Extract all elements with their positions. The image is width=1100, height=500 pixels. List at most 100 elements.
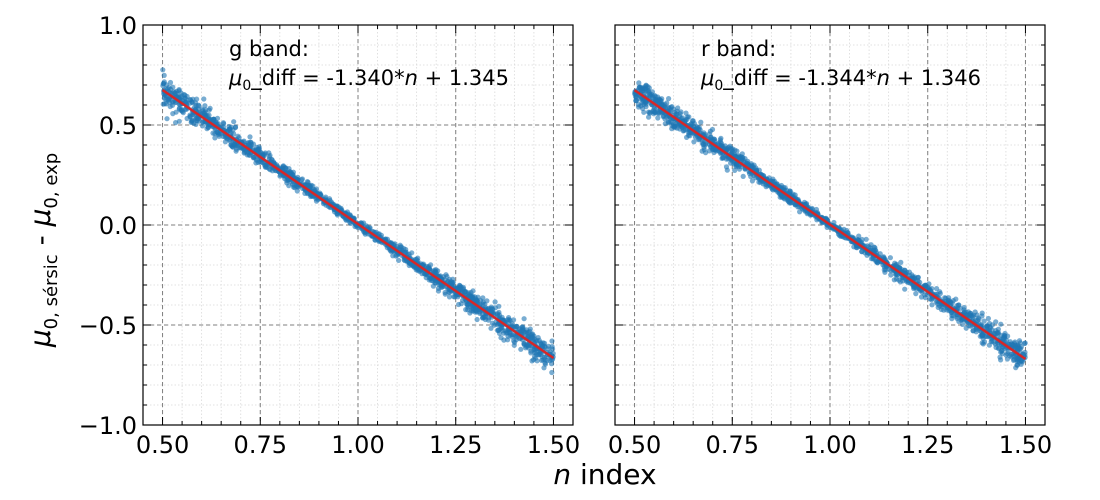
data-point [934,286,940,292]
data-point [525,341,531,348]
data-point [458,301,464,307]
data-point [881,254,887,260]
data-point [994,330,1000,336]
data-point [435,285,442,291]
data-point [950,313,956,319]
data-point [677,111,683,117]
data-point [199,106,205,112]
x-axis-label-variable: n [553,458,571,491]
data-point [538,351,544,358]
data-point [348,220,354,226]
data-point [907,273,913,279]
data-point [173,120,179,126]
data-point [507,317,513,324]
data-point [187,97,193,103]
data-point [923,282,929,288]
data-point [468,289,474,296]
data-point [472,307,478,314]
fit-line [633,89,1027,361]
data-point [184,115,190,122]
data-point [406,262,412,269]
data-point [257,159,263,165]
data-point [513,337,519,343]
data-point [247,134,253,140]
data-point [992,341,999,347]
data-point [530,335,536,341]
data-point [518,346,524,352]
annotation-equation: μ0_diff = -1.340*n + 1.345 [228,66,509,94]
data-point [446,294,453,300]
data-point [409,250,415,256]
data-point [981,318,987,324]
data-point [636,104,642,110]
y-axis-label-sub-sersic: 0, sérsic [41,254,62,329]
data-point [998,321,1004,327]
data-point [699,140,705,146]
data-point [519,328,525,334]
data-point [1016,359,1023,365]
data-point [489,320,495,326]
data-point [1011,357,1017,363]
data-point [194,96,200,102]
data-point [788,200,794,206]
data-point [549,369,555,376]
data-point [261,153,267,159]
data-point [200,110,206,116]
data-point [887,255,894,261]
data-point [974,312,980,318]
data-point [643,101,649,107]
data-point [402,249,409,255]
data-point [1017,340,1023,346]
data-point [549,338,555,344]
data-point [531,353,538,360]
data-point [665,119,671,126]
ticks [615,24,1045,426]
data-point [533,339,539,345]
data-point [989,327,995,333]
annotation-equation: μ0_diff = -1.344*n + 1.346 [700,66,981,94]
data-point [221,121,227,127]
data-point [985,315,992,322]
data-point [376,231,382,237]
y-axis-label-minus: - [24,226,57,254]
data-point [311,186,317,193]
data-point [236,135,242,141]
data-point [763,184,769,190]
data-point [650,107,656,113]
data-point [189,117,195,123]
data-point [998,357,1004,363]
data-point [938,306,945,313]
y-axis-label-sub-exp: 0, exp [41,153,62,209]
data-point [979,340,985,346]
fit-line [161,88,555,360]
data-point [913,291,919,297]
data-point [893,276,900,282]
data-point [696,124,702,130]
data-point [496,312,502,318]
right-panel: 0.50 0.75 1.00 1.25 1.50 r band: μ0_diff = -1.… [608,24,1052,459]
data-point [647,110,653,116]
data-point [242,149,248,155]
data-point [645,84,651,90]
data-point [898,259,904,265]
data-point [396,257,402,263]
data-point [460,286,466,292]
data-point [1003,352,1009,358]
data-point [650,94,656,101]
data-point [492,299,498,305]
data-point [193,102,199,109]
data-point [790,191,796,197]
data-point [488,325,494,331]
y-axis-label-mu-2: μ [24,209,57,228]
x-tick-label: 0.50 [136,431,189,459]
data-point [293,183,300,189]
data-point [666,96,672,102]
data-point [675,122,681,128]
x-axis-label-text: index [571,458,657,491]
data-point [160,67,166,73]
data-point [929,302,935,308]
data-point [474,316,480,323]
x-axis-label: n index [553,458,656,491]
x-tick-label: 0.50 [608,431,661,459]
data-point [959,321,966,327]
